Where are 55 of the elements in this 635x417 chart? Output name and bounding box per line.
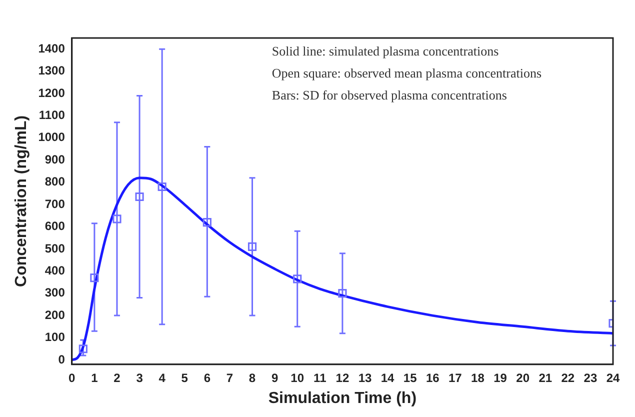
annotation: Solid line: simulated plasma concentrations [272,43,499,58]
y-tick-label: 200 [44,308,66,322]
point [90,274,99,282]
x-tick-label: 24 [606,370,620,385]
x-tick-label: 4 [158,370,166,385]
x-axis-title: Simulation Time (h) [268,390,417,407]
x-tick-label: 20 [516,370,530,385]
y-tick-label: 600 [44,219,66,234]
line-series [72,176,613,362]
x-tick-label: 2 [114,370,121,385]
x-tick-label: 17 [448,370,462,385]
y-tick-label: 800 [44,174,66,189]
y-tick-label: 100 [44,330,66,344]
point [293,274,302,284]
y-tick-label: 1100 [38,108,66,122]
x-tick-label: 6 [204,370,211,385]
x-tick-label: 1 [91,370,98,385]
x-tick-label: 10 [290,370,304,385]
x-tick-label: 23 [584,370,598,385]
annotation: Open square: observed mean plasma concentrations [272,65,542,80]
x-tick-label: 11 [314,370,327,385]
y-tick-label: 300 [44,286,66,300]
point [158,182,166,192]
x-tick-label: 16 [426,370,440,385]
y-tick-label: 400 [44,263,66,278]
x-tick-label: 3 [136,370,144,385]
x-tick-label: 22 [561,370,575,385]
y-tick-label: 0 [58,352,66,366]
annotation: Bars: SD for observed plasma concentrations [272,87,507,102]
x-tick-label: 9 [271,370,278,385]
point [112,214,122,224]
x-tick-label: 14 [380,370,395,385]
point [248,242,257,252]
y-tick-label: 1300 [38,64,66,78]
x-tick-label: 0 [68,370,76,385]
y-tick-label: 500 [44,241,66,256]
y-axis-title: Concentration (ng/mL) [13,115,30,287]
x-tick-label: 18 [471,370,485,385]
point [338,289,347,298]
x-tick-label: 12 [336,370,350,385]
point [202,218,212,227]
x-tick-label: 21 [538,370,552,385]
y-tick-label: 1400 [38,41,66,56]
x-tick-label: 7 [226,370,234,385]
x-tick-label: 8 [248,370,256,385]
y-tick-label: 1200 [38,86,66,100]
x-tick-label: 15 [403,370,418,385]
y-tick-label: 900 [44,152,66,166]
point [135,192,144,202]
x-tick-label: 5 [181,370,188,385]
y-tick-label: 1000 [38,130,66,144]
y-tick-label: 700 [44,196,66,211]
point [78,344,88,354]
x-tick-label: 19 [494,370,508,385]
x-tick-label: 13 [358,370,372,385]
